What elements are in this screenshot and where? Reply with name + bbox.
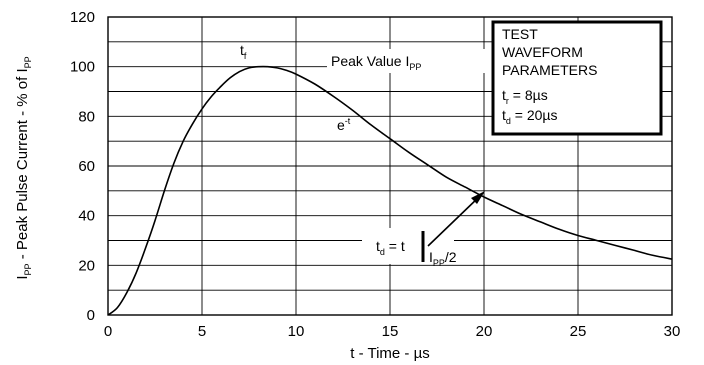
y-tick-label: 100: [70, 59, 95, 76]
td-annotation-prefix: td = t: [376, 238, 405, 257]
rise-time-annotation: tf: [240, 42, 247, 61]
y-tick-label: 80: [78, 108, 95, 125]
decay-annotation: e-t: [337, 116, 351, 133]
x-tick-label: 20: [476, 323, 493, 340]
parameters-line-2: WAVEFORM: [502, 44, 583, 60]
plot-frame: [107, 16, 673, 316]
x-tick-label: 15: [382, 323, 399, 340]
parameters-rise-time: tr = 8µs: [502, 87, 548, 106]
parameters-box: [491, 20, 663, 136]
parameters-decay-time: td = 20µs: [502, 107, 558, 126]
pulse-curve: [107, 65, 673, 316]
td-arrow: [427, 195, 481, 247]
x-tick-label: 0: [104, 323, 112, 340]
y-axis-label: IPP - Peak Pulse Current - % of IPP: [14, 56, 33, 279]
y-tick-label: 0: [87, 307, 95, 324]
x-tick-label: 5: [198, 323, 206, 340]
y-tick-label: 40: [78, 208, 95, 225]
td-annotation-suffix: IPP/2: [429, 249, 457, 268]
parameters-line-1: TEST: [502, 26, 538, 42]
parameters-line-3: PARAMETERS: [502, 62, 597, 78]
x-tick-label: 25: [570, 323, 587, 340]
y-tick-label: 120: [70, 9, 95, 26]
x-axis-label: t - Time - µs: [350, 345, 429, 362]
y-tick-label: 60: [78, 158, 95, 175]
axis-ticks: 0 5 10 15 20 25 30 0 20 40 60 80 100 120: [70, 9, 680, 340]
y-tick-label: 20: [78, 257, 95, 274]
td-label-background: [362, 228, 454, 264]
peak-value-annotation: Peak Value IPP: [331, 53, 421, 72]
td-arrow-head: [471, 191, 485, 204]
x-tick-label: 30: [664, 323, 681, 340]
peak-label-background: [327, 49, 497, 73]
x-tick-label: 10: [288, 323, 305, 340]
